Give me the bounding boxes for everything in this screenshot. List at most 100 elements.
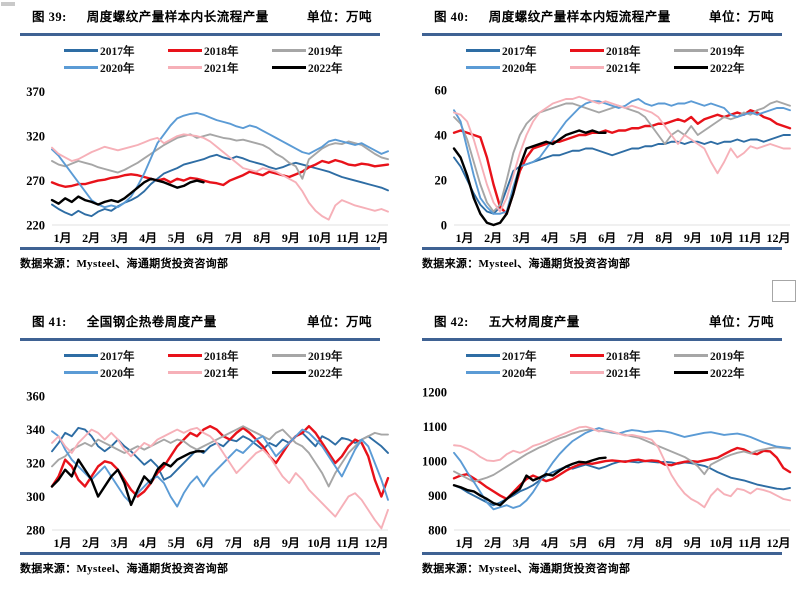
- x-axis-tick-label: 9月: [684, 231, 702, 245]
- series-line-2019年: [51, 425, 389, 488]
- x-axis-tick-label: 2月: [82, 536, 100, 550]
- series-line-2018年: [50, 158, 390, 188]
- legend-label: 2017年: [502, 45, 537, 58]
- legend-item-2019年: 2019年: [272, 348, 376, 363]
- legend-item-2018年: 2018年: [168, 348, 272, 363]
- x-axis-tick-label: 2月: [484, 536, 502, 550]
- figure-40-bottom-rule: [422, 247, 782, 250]
- x-axis-tick-label: 12月: [365, 231, 389, 245]
- figure-panel-40: 图 40: 周度螺纹产量样本内短流程产量 单位：万吨 2017年 2018年 201…: [402, 0, 804, 305]
- figure-41-unit: 单位：万吨: [306, 315, 372, 329]
- series-line-2017年: [453, 134, 791, 215]
- legend-swatch-icon: [570, 48, 604, 53]
- y-axis-tick-label: 0: [441, 219, 447, 233]
- legend-swatch-icon: [570, 353, 604, 358]
- legend-item-2017年: 2017年: [64, 348, 168, 363]
- x-axis-tick-label: 2月: [82, 231, 100, 245]
- legend-swatch-icon: [168, 48, 202, 53]
- legend-item-2019年: 2019年: [272, 43, 376, 58]
- figure-39-number: 图 39:: [32, 10, 67, 24]
- figure-42-chart: 800 900 1000 1100 1200 1月 2月 3月 4月 5月 6月 7月 8月 9月 10月 1…: [410, 382, 796, 552]
- x-axis-tick-label: 10月: [307, 536, 331, 550]
- legend-item-2018年: 2018年: [570, 43, 674, 58]
- y-axis-tick-label: 900: [428, 489, 447, 503]
- series-line-2021年: [51, 426, 389, 530]
- series-line-2017年: [51, 153, 389, 218]
- legend-item-2020年: 2020年: [64, 365, 168, 380]
- y-axis-tick-label: 1000: [422, 455, 447, 469]
- x-axis-tick-label: 4月: [139, 231, 157, 245]
- figure-40-title-row: 图 40: 周度螺纹产量样本内短流程产量 单位：万吨: [410, 0, 796, 32]
- figure-42-bottom-rule: [422, 552, 782, 555]
- x-axis-tick-label: 3月: [111, 536, 129, 550]
- legend-label: 2019年: [710, 350, 745, 363]
- x-axis-tick-label: 5月: [570, 536, 588, 550]
- legend-label: 2018年: [606, 45, 641, 58]
- figure-39-source: 数据来源：Mysteel、海通期货投资咨询部: [20, 258, 229, 270]
- x-axis-tick-label: 12月: [365, 536, 389, 550]
- chart-svg-fig42: 800 900 1000 1100 1200 1月 2月 3月 4月 5月 6月 7月 8月 9月 10月 1…: [422, 386, 792, 550]
- legend-label: 2019年: [308, 45, 343, 58]
- x-axis-tick-label: 4月: [541, 231, 559, 245]
- top-left-artifact: [1, 2, 15, 6]
- y-axis-tick-label: 1100: [423, 420, 447, 434]
- legend-swatch-icon: [64, 48, 98, 53]
- figure-42-title-row: 图 42: 五大材周度产量 单位：万吨: [410, 305, 796, 337]
- legend-swatch-icon: [466, 48, 500, 53]
- figure-panel-39: 图 39: 周度螺纹产量样本内长流程产量 单位：万吨 2017年 2018年 201…: [0, 0, 402, 305]
- legend-label: 2022年: [710, 367, 745, 380]
- legend-label: 2020年: [502, 367, 537, 380]
- legend-label: 2022年: [308, 367, 343, 380]
- figure-42-unit: 单位：万吨: [708, 315, 774, 329]
- legend-label: 2021年: [204, 62, 239, 75]
- legend-swatch-icon: [272, 48, 306, 53]
- legend-item-2018年: 2018年: [168, 43, 272, 58]
- legend-item-2021年: 2021年: [168, 365, 272, 380]
- x-axis-tick-label: 11月: [336, 231, 359, 245]
- legend-swatch-icon: [272, 353, 306, 358]
- legend-label: 2021年: [204, 367, 239, 380]
- right-margin-artifact: [772, 280, 796, 302]
- x-axis-tick-label: 7月: [225, 231, 243, 245]
- series-line-2020年: [51, 428, 389, 508]
- x-axis-tick-label: 11月: [738, 536, 761, 550]
- x-axis-tick-label: 2月: [484, 231, 502, 245]
- x-axis-tick-label: 9月: [282, 231, 300, 245]
- figure-41-source: 数据来源：Mysteel、海通期货投资咨询部: [20, 563, 229, 575]
- y-axis-tick-label: 280: [26, 524, 45, 538]
- series-line-2017年: [51, 426, 389, 481]
- legend-swatch-icon: [466, 370, 500, 375]
- legend-label: 2019年: [710, 45, 745, 58]
- legend-swatch-icon: [466, 65, 500, 70]
- y-axis-tick-label: 300: [26, 490, 45, 504]
- x-axis-tick-label: 7月: [627, 536, 645, 550]
- figure-42-number: 图 42:: [434, 315, 469, 329]
- legend-item-2021年: 2021年: [168, 60, 272, 75]
- figure-42-legend: 2017年 2018年 2019年 2020年 2021年 2022年: [410, 341, 796, 382]
- figure-40-source: 数据来源：Mysteel、海通期货投资咨询部: [422, 258, 631, 270]
- x-axis-tick-label: 4月: [139, 536, 157, 550]
- x-axis-tick-label: 9月: [684, 536, 702, 550]
- legend-label: 2017年: [502, 350, 537, 363]
- legend-swatch-icon: [674, 48, 708, 53]
- x-axis-tick-label: 10月: [307, 231, 331, 245]
- legend-label: 2021年: [606, 62, 641, 75]
- figure-39-title-row: 图 39: 周度螺纹产量样本内长流程产量 单位：万吨: [8, 0, 394, 32]
- x-axis-tick-label: 8月: [655, 536, 673, 550]
- legend-swatch-icon: [674, 65, 708, 70]
- figure-40-top-rule: [422, 33, 782, 36]
- x-axis-tick-label: 6月: [598, 536, 616, 550]
- legend-swatch-icon: [168, 370, 202, 375]
- legend-item-2017年: 2017年: [466, 348, 570, 363]
- chart-svg-fig41: 280 300 320 340 360 1月 2月 3月 4月 5月 6月 7月 8月 9月 10月 11月 1…: [26, 390, 390, 550]
- legend-item-2021年: 2021年: [570, 60, 674, 75]
- legend-swatch-icon: [64, 370, 98, 375]
- y-axis-tick-label: 60: [435, 84, 448, 98]
- figure-40-unit: 单位：万吨: [708, 10, 774, 24]
- figure-40-chart: 0 20 40 60 1月 2月 3月 4月 5月 6月 7月 8月 9月 10月 11月 12月: [410, 77, 796, 247]
- legend-swatch-icon: [64, 353, 98, 358]
- figure-41-legend: 2017年 2018年 2019年 2020年 2021年 2022年: [8, 341, 394, 382]
- legend-item-2021年: 2021年: [570, 365, 674, 380]
- series-line-2019年: [51, 133, 389, 180]
